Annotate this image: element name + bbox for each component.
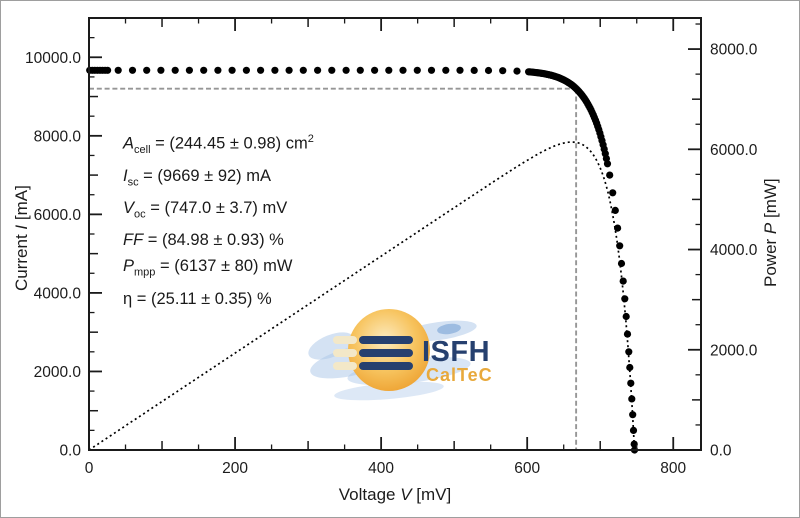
iv-data-point — [157, 66, 165, 74]
annotation-symbol: FF — [123, 231, 144, 250]
iv-data-point — [371, 66, 379, 74]
y-left-tick-label: 4000.0 — [34, 285, 82, 302]
iv-data-point — [614, 224, 622, 232]
iv-data-point — [470, 66, 478, 74]
x-tick-label: 800 — [660, 460, 686, 477]
iv-data-point — [484, 66, 493, 75]
annotation-symbol: P — [123, 257, 135, 276]
logo-subtitle: CalTeC — [426, 365, 493, 385]
iv-data-point — [356, 66, 364, 74]
iv-data-point — [399, 66, 407, 74]
iv-data-point — [616, 242, 624, 250]
iv-data-point — [299, 66, 307, 74]
iv-data-point — [627, 379, 635, 387]
iv-data-point — [271, 66, 279, 74]
x-axis-title-pre: Voltage — [338, 485, 401, 504]
y-right-tick-label: 8000.0 — [710, 42, 758, 59]
y-left-title-pre: Current — [12, 229, 31, 291]
y-left-tick-label: 8000.0 — [34, 128, 82, 145]
iv-data-point — [385, 66, 393, 74]
annotation-symbol: V — [123, 199, 135, 218]
y-left-tick-label: 0.0 — [59, 443, 81, 460]
y-right-title-pre: Power — [761, 234, 780, 287]
iv-data-point — [114, 66, 122, 74]
iv-data-point — [625, 348, 633, 356]
annotation-line: Isc = (9669 ± 92) mA — [123, 166, 272, 189]
x-tick-label: 200 — [222, 460, 248, 477]
iv-data-point — [626, 363, 634, 372]
iv-data-point — [456, 66, 464, 74]
iv-data-point — [619, 277, 627, 285]
x-axis-title: Voltage V [mV] — [89, 485, 701, 505]
x-tick-label: 400 — [368, 460, 394, 477]
iv-data-point — [609, 189, 617, 197]
iv-data-point — [611, 206, 619, 214]
x-tick-label: 0 — [85, 460, 94, 477]
x-axis-title-var: V — [400, 485, 412, 504]
annotation-symbol: I — [123, 166, 128, 185]
y-left-axis-title: Current I [mA] — [12, 185, 32, 291]
y-left-tick-label: 10000.0 — [25, 50, 81, 67]
iv-data-point — [328, 66, 336, 74]
iv-data-point — [623, 330, 632, 338]
iv-data-point — [143, 66, 151, 74]
iv-data-point — [603, 160, 612, 168]
iv-data-point — [628, 395, 636, 403]
y-right-tick-label: 6000.0 — [710, 142, 758, 159]
iv-data-point — [228, 66, 236, 74]
iv-data-point — [214, 66, 222, 74]
iv-data-point — [513, 67, 521, 75]
iv-data-point — [314, 66, 322, 74]
annotation-line: FF = (84.98 ± 0.93) % — [123, 231, 284, 250]
iv-data-point — [606, 171, 614, 179]
sun-stripes-icon — [333, 336, 413, 370]
annotation-symbol: η — [123, 289, 133, 308]
iv-data-points — [86, 66, 639, 454]
iv-data-point — [621, 295, 629, 303]
y-left-tick-label: 2000.0 — [34, 364, 82, 381]
y-left-title-var: I — [12, 224, 31, 230]
annotation-line: Pmpp = (6137 ± 80) mW — [123, 257, 293, 279]
y-right-title-post: [mW] — [761, 178, 780, 223]
annotation-line: Voc = (747.0 ± 3.7) mV — [123, 199, 288, 221]
iv-data-point — [617, 259, 626, 268]
iv-data-point — [128, 66, 137, 74]
iv-data-point — [442, 66, 450, 74]
y-left-title-post: [mA] — [12, 185, 31, 225]
annotation-symbol: A — [123, 134, 135, 153]
y-right-tick-label: 4000.0 — [710, 242, 758, 259]
y-right-tick-label: 2000.0 — [710, 342, 758, 359]
iv-data-point — [185, 66, 193, 74]
iv-data-point — [342, 66, 350, 74]
isfh-caltec-logo: ISFH CalTeC — [308, 309, 493, 401]
iv-data-point — [171, 66, 179, 74]
iv-data-point — [285, 66, 293, 74]
iv-data-point — [499, 67, 507, 75]
iv-data-point — [200, 66, 208, 74]
iv-data-point — [413, 66, 421, 74]
annotation-line: η = (25.11 ± 0.35) % — [123, 289, 272, 308]
logo-title: ISFH — [422, 336, 490, 368]
y-right-title-var: P — [761, 222, 780, 235]
annotation-line: Acell = (244.45 ± 0.98) cm2 — [123, 133, 314, 156]
iv-data-point — [427, 66, 436, 74]
y-right-tick-label: 0.0 — [710, 443, 732, 460]
iv-data-point — [242, 66, 250, 74]
iv-data-point — [630, 440, 638, 448]
iv-data-point — [257, 66, 265, 74]
iv-data-point — [629, 426, 638, 434]
x-axis-title-post: [mV] — [411, 485, 452, 504]
x-tick-label: 600 — [514, 460, 540, 477]
y-left-tick-label: 6000.0 — [34, 207, 82, 224]
iv-data-point — [629, 411, 637, 419]
results-annotation: Acell = (244.45 ± 0.98) cm2 Isc = (9669 ±… — [123, 126, 314, 312]
iv-data-point — [622, 312, 630, 321]
y-right-axis-title: Power P [mW] — [761, 178, 781, 287]
iv-data-point — [104, 66, 112, 74]
